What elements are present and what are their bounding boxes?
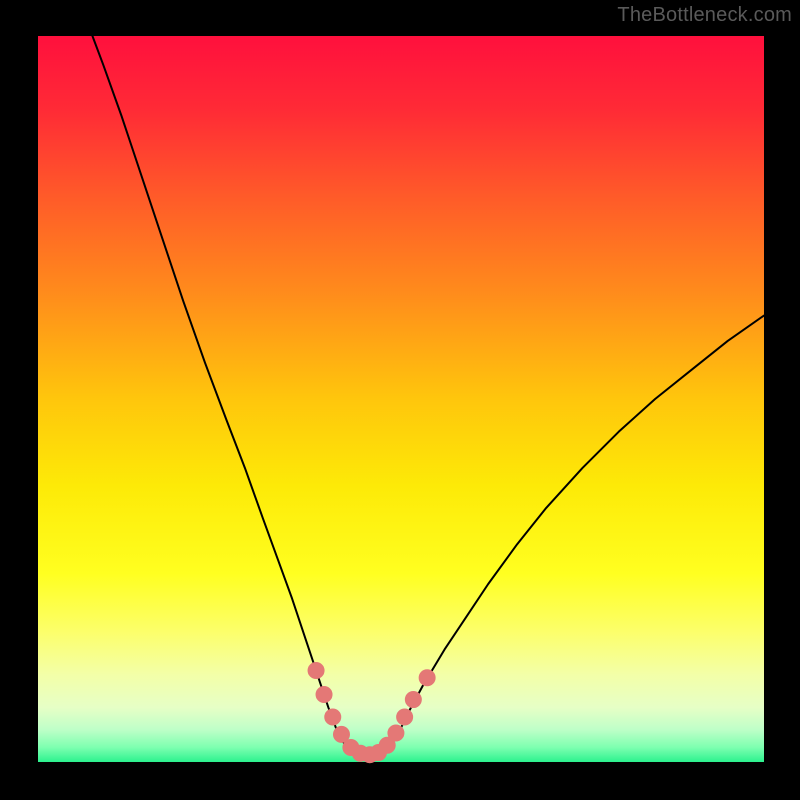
marker-point (397, 709, 413, 725)
marker-point (419, 670, 435, 686)
marker-point (316, 686, 332, 702)
chart-svg (0, 0, 800, 800)
marker-point (325, 709, 341, 725)
marker-point (388, 725, 404, 741)
marker-point (405, 692, 421, 708)
marker-point (308, 663, 324, 679)
figure-container: TheBottleneck.com (0, 0, 800, 800)
watermark-text: TheBottleneck.com (617, 4, 792, 27)
